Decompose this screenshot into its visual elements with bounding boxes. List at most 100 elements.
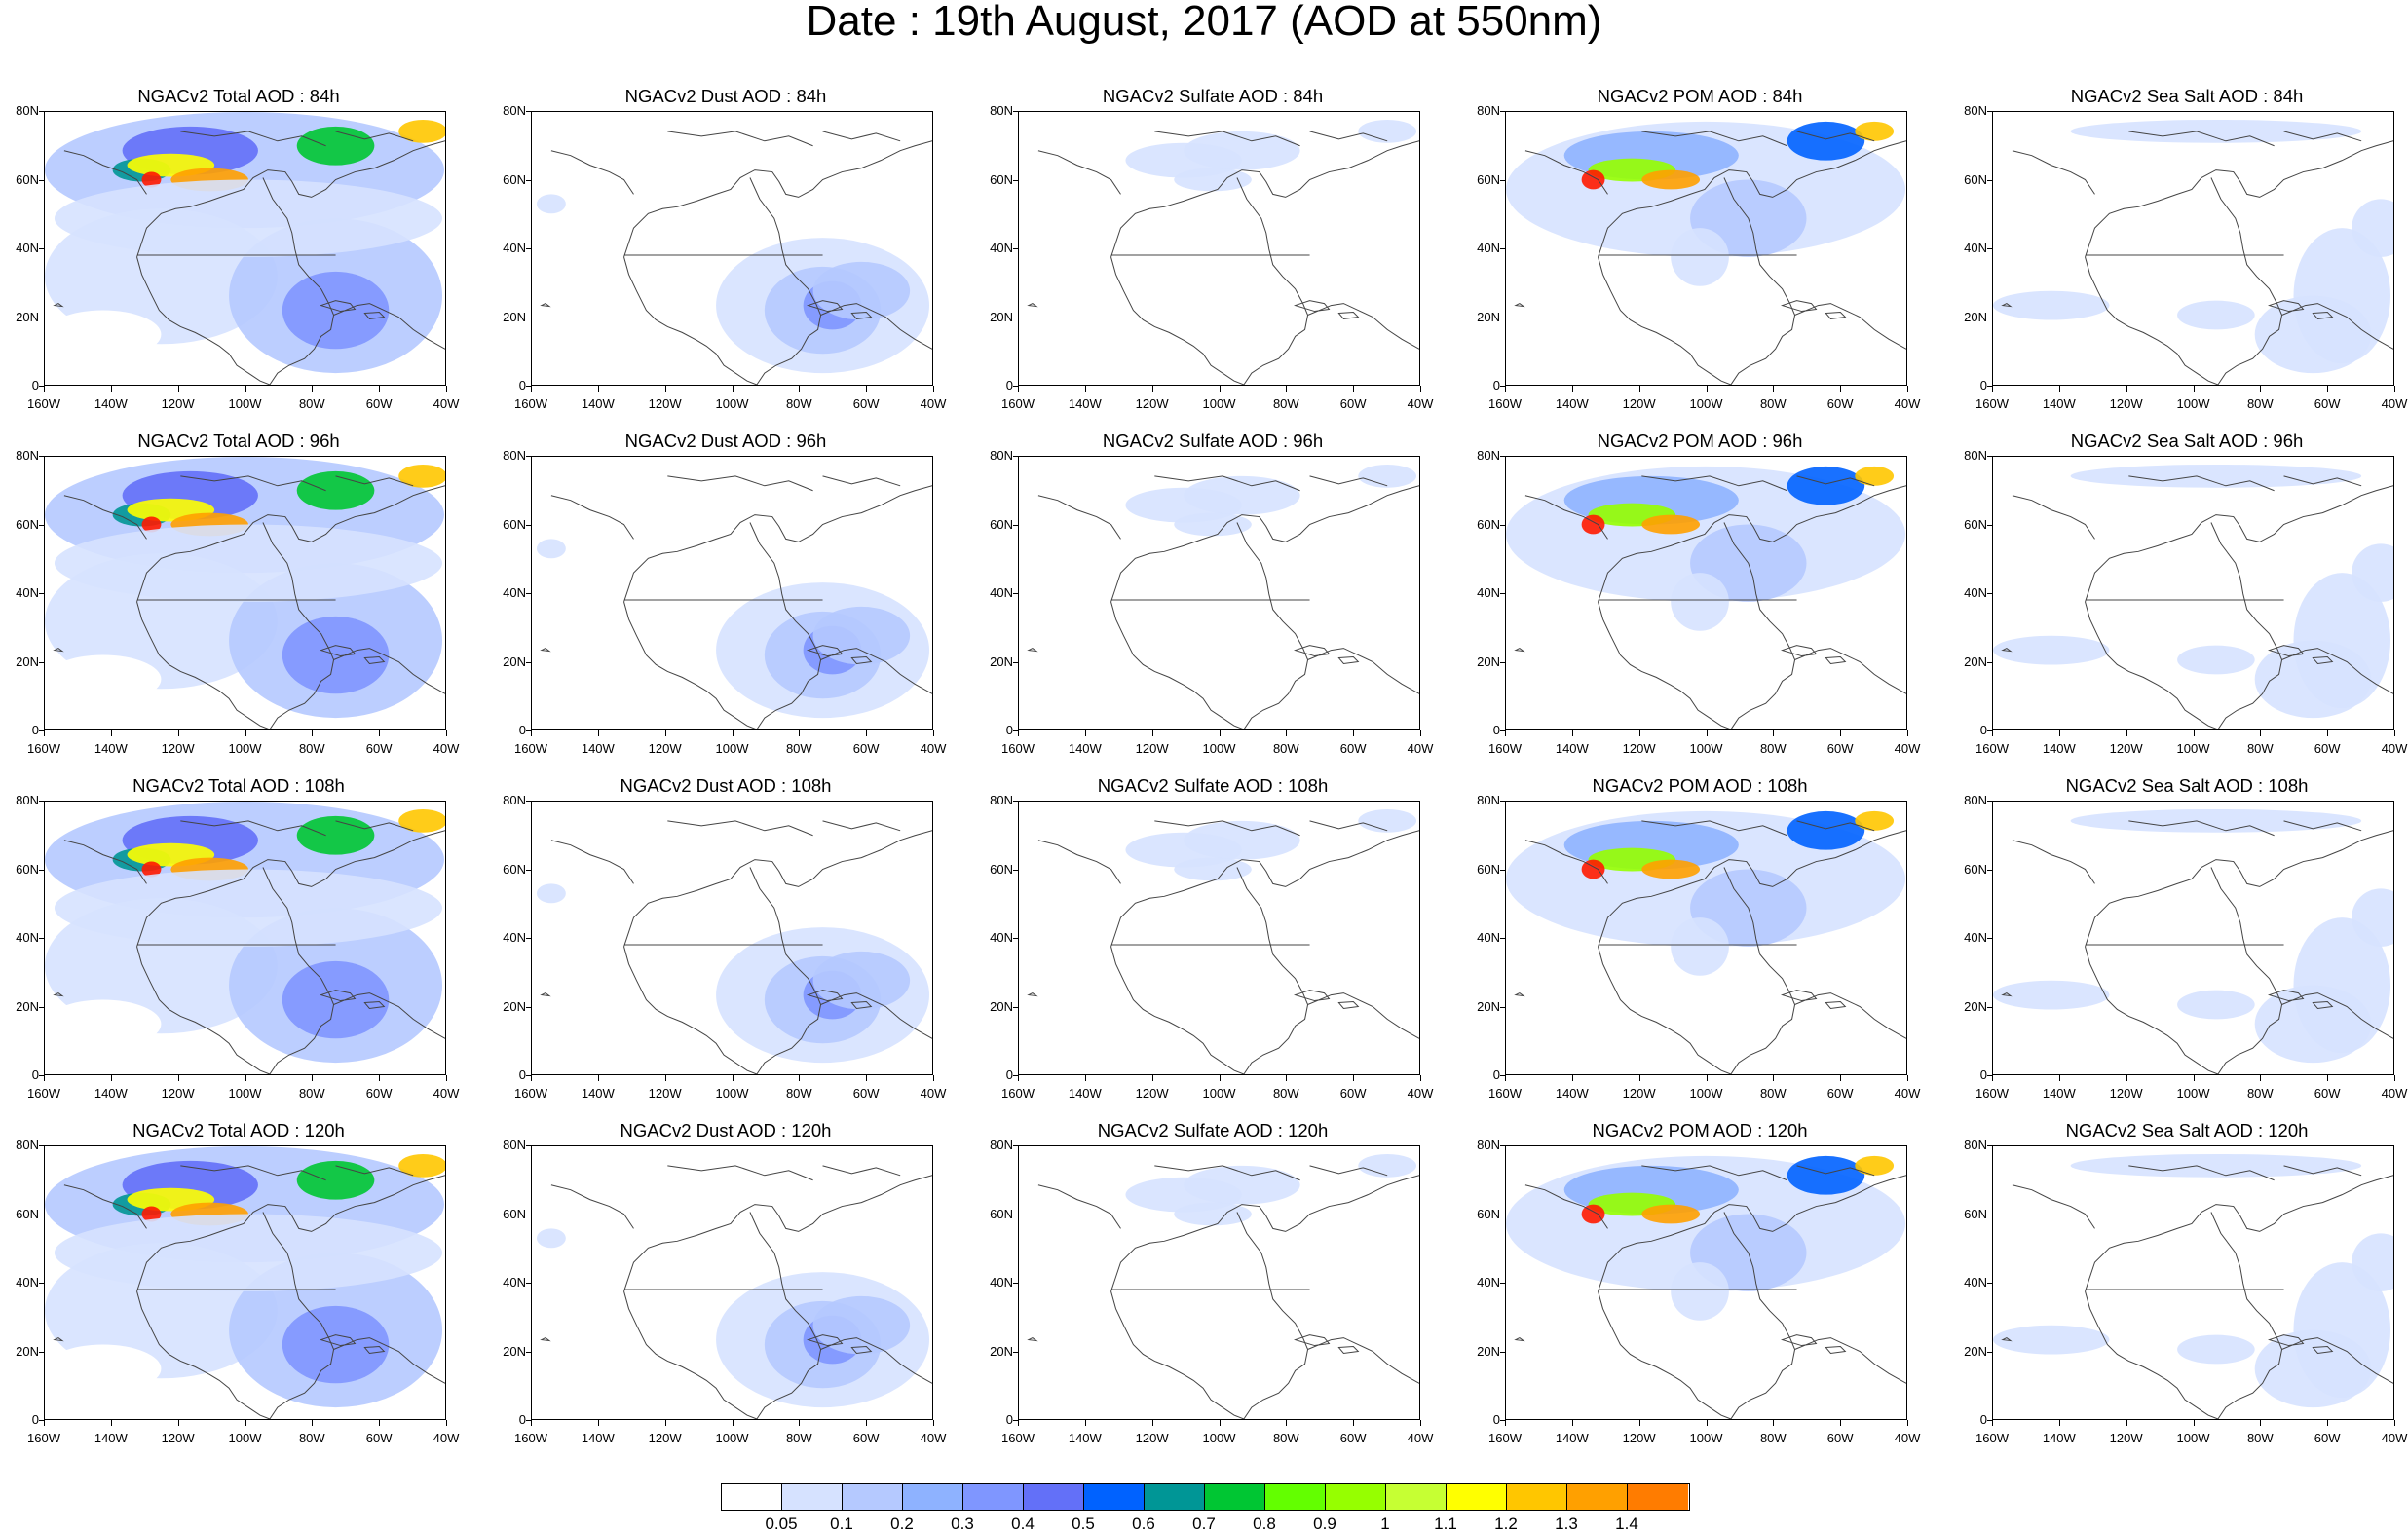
lon-tick	[1084, 386, 1086, 392]
lat-tick	[526, 1006, 531, 1008]
lon-tick-label: 60W	[365, 396, 393, 411]
colorbar	[721, 1483, 1690, 1511]
aod-shading-region	[1184, 820, 1300, 860]
panel-title: NGACv2 Dust AOD : 120h	[620, 1120, 832, 1140]
aod-shading-region	[812, 1295, 911, 1355]
lat-tick-label: 20N	[503, 1343, 526, 1359]
lat-tick-label: 60N	[503, 1206, 526, 1221]
lon-tick-label: 100W	[2176, 396, 2210, 411]
lon-tick	[2260, 386, 2262, 392]
lon-tick-label: 120W	[648, 1431, 682, 1445]
lat-tick-label: 20N	[1964, 998, 1987, 1014]
lon-tick	[2394, 386, 2395, 392]
colorbar-swatch	[903, 1484, 963, 1510]
lat-tick-label: 40N	[1964, 1275, 1987, 1290]
lon-tick	[732, 1420, 734, 1426]
lat-tick	[1987, 730, 1992, 731]
colorbar-swatch	[1567, 1484, 1628, 1510]
island-outlines	[1027, 645, 1360, 665]
lat-tick-label: 80N	[1477, 448, 1500, 463]
lat-tick	[1500, 179, 1505, 181]
aod-field-map	[536, 131, 932, 385]
map-panel-dust-r3: NGACv2 Dust AOD : 108h 0 20N 40N 60N 80N 160W 1…	[487, 775, 964, 1123]
aod-shading-region	[1581, 859, 1605, 879]
lat-tick	[526, 248, 531, 249]
lon-tick-label: 160W	[1001, 741, 1035, 756]
lon-tick-label: 160W	[514, 741, 547, 756]
lon-tick-label: 160W	[1488, 396, 1522, 411]
colorbar-swatch	[1326, 1484, 1386, 1510]
lon-tick	[799, 386, 801, 392]
lon-tick-label: 120W	[648, 396, 682, 411]
aod-field-map	[45, 1146, 445, 1419]
lat-tick-label: 60N	[503, 861, 526, 877]
lon-tick-label: 40W	[1894, 396, 1921, 411]
aod-shading-region	[45, 310, 162, 359]
map-plot-area	[1018, 111, 1420, 386]
lon-tick-label: 40W	[1407, 396, 1434, 411]
map-plot-area	[1992, 456, 2394, 730]
lon-tick	[2126, 1420, 2127, 1426]
lon-tick	[2327, 1420, 2329, 1426]
aod-shading-region	[398, 1153, 445, 1178]
lon-tick-label: 100W	[2176, 1431, 2210, 1445]
lon-tick	[2058, 1075, 2060, 1081]
colorbar-swatch	[1507, 1484, 1567, 1510]
map-plot-area	[1505, 1145, 1907, 1420]
map-plot-area	[1505, 456, 1907, 730]
lat-tick	[1987, 1145, 1992, 1146]
lon-tick-label: 40W	[920, 1431, 947, 1445]
lon-tick-label: 160W	[514, 396, 547, 411]
lat-tick	[1987, 801, 1992, 802]
aod-shading-region	[2177, 300, 2255, 330]
lat-tick	[1500, 456, 1505, 457]
lon-tick	[866, 1420, 868, 1426]
lon-tick	[2058, 1420, 2060, 1426]
aod-field-map	[536, 475, 932, 729]
lon-tick	[1907, 730, 1908, 736]
island-outlines	[2001, 300, 2334, 320]
lat-tick-label: 60N	[1964, 516, 1987, 532]
lat-tick	[1500, 1420, 1505, 1421]
lon-tick	[1992, 1075, 1993, 1081]
lat-tick	[1013, 593, 1018, 594]
lon-tick	[1151, 1420, 1153, 1426]
lon-tick-label: 40W	[2381, 1431, 2408, 1445]
lat-tick-label: 60N	[1477, 861, 1500, 877]
lon-tick-label: 140W	[94, 396, 128, 411]
coastline	[1037, 131, 1419, 385]
lat-tick	[1987, 1420, 1992, 1421]
lon-tick	[1706, 386, 1708, 392]
lat-tick-label: 60N	[990, 171, 1013, 187]
lat-tick-label: 20N	[16, 1343, 39, 1359]
lon-tick-label: 80W	[298, 741, 325, 756]
coastline	[1037, 475, 1419, 729]
lon-tick-label: 120W	[648, 741, 682, 756]
map-panel-seasalt-r2: NGACv2 Sea Salt AOD : 96h 0 20N 40N 60N 80N 16…	[1948, 430, 2408, 778]
lon-tick-label: 100W	[228, 1086, 262, 1101]
lon-tick-label: 120W	[1135, 396, 1169, 411]
lat-tick-label: 60N	[503, 516, 526, 532]
island-outlines	[1027, 1334, 1360, 1355]
lat-tick	[526, 593, 531, 594]
coastline	[550, 820, 932, 1074]
lat-tick-label: 40N	[1477, 930, 1500, 945]
island-outlines	[2001, 645, 2334, 665]
panel-title: NGACv2 Total AOD : 120h	[132, 1120, 345, 1140]
lon-tick-label: 80W	[2246, 741, 2274, 756]
lat-tick	[1013, 1006, 1018, 1008]
aod-shading-region	[2070, 464, 2362, 488]
lon-tick	[1286, 730, 1288, 736]
map-panel-dust-r2: NGACv2 Dust AOD : 96h 0 20N 40N 60N 80N 160W 14…	[487, 430, 964, 778]
lat-tick-label: 20N	[1477, 998, 1500, 1014]
lat-tick-label: 80N	[1964, 103, 1987, 118]
lat-tick	[1500, 1145, 1505, 1146]
colorbar-label: 0.4	[1011, 1514, 1035, 1533]
lat-tick	[526, 730, 531, 731]
aod-shading-region	[1581, 514, 1605, 535]
aod-shading-region	[1855, 466, 1895, 486]
aod-shading-region	[45, 654, 162, 704]
lon-tick-label: 60W	[1339, 1431, 1367, 1445]
lat-tick-label: 80N	[503, 103, 526, 118]
lat-tick	[39, 869, 44, 871]
